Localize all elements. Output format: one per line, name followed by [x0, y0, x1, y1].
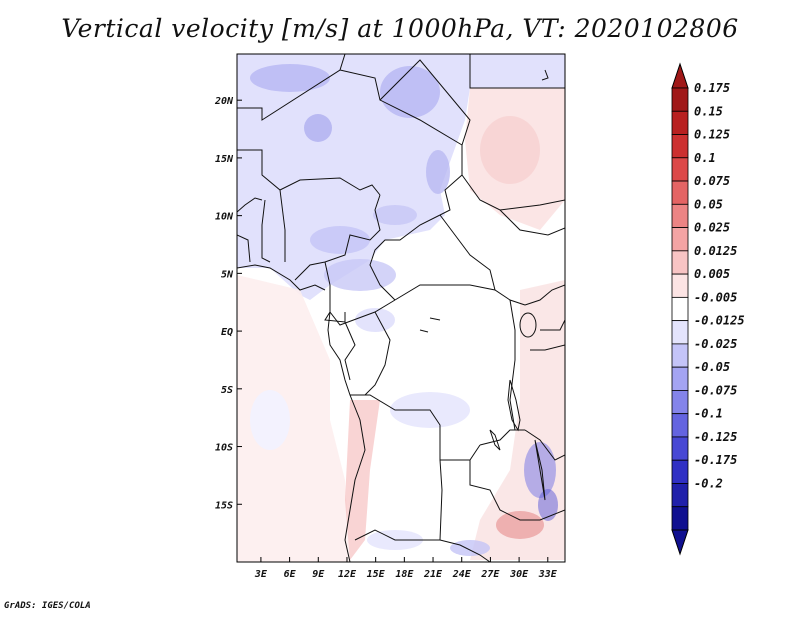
velocity-field — [237, 54, 565, 562]
lakes — [419, 69, 549, 501]
lon-tick-label: 6E — [284, 569, 297, 580]
colorbar-box — [671, 320, 689, 345]
colorbar-label: 0.05 — [694, 197, 723, 211]
colorbar-box — [671, 110, 689, 135]
lat-tick-label: 15S — [215, 500, 233, 511]
longitude-axis: 3E 6E 9E 12E 15E 18E 21E 24E 27E 30E 33E — [254, 557, 558, 580]
colorbar-box — [671, 483, 689, 508]
grads-credit: GrADS: IGES/COLA — [4, 601, 91, 611]
colorbar-label: 0.15 — [694, 104, 723, 118]
lat-tick-label: 10S — [215, 443, 233, 454]
colorbar-box — [671, 157, 689, 182]
country-boundaries — [237, 54, 565, 562]
colorbar-box — [671, 459, 689, 484]
colorbar-box — [671, 227, 689, 252]
colorbar-bottom-arrow — [671, 529, 689, 556]
colorbar-box — [671, 273, 689, 298]
colorbar-label: -0.175 — [694, 453, 737, 467]
colorbar-box — [671, 506, 689, 531]
lon-tick-label: 21E — [423, 569, 443, 580]
lat-tick-label: 20N — [214, 96, 234, 107]
lon-tick-label: 15E — [367, 569, 386, 580]
lat-tick-label: 10N — [215, 212, 234, 223]
colorbar-label: -0.2 — [694, 476, 723, 490]
colorbar-box — [671, 296, 689, 322]
colorbar-box — [671, 413, 689, 438]
lon-tick-label: 30E — [509, 569, 529, 580]
colorbar: 0.175 0.15 0.125 0.1 0.075 0.05 0.025 0.0125 0.0… — [671, 62, 745, 556]
colorbar-label: -0.075 — [694, 383, 737, 397]
colorbar-box — [671, 87, 689, 112]
colorbar-label: -0.05 — [694, 360, 730, 374]
colorbar-label: 0.1 — [694, 151, 716, 165]
lon-tick-label: 27E — [480, 569, 500, 580]
colorbar-label: 0.175 — [694, 81, 730, 95]
colorbar-box — [671, 180, 689, 205]
colorbar-label: 0.005 — [694, 267, 730, 281]
colorbar-label: 0.0125 — [694, 244, 737, 258]
lat-tick-label: EQ — [221, 327, 233, 338]
colorbar-label: -0.125 — [694, 430, 737, 444]
colorbar-label: -0.1 — [694, 407, 723, 421]
colorbar-box — [671, 343, 689, 368]
lon-tick-label: 12E — [338, 569, 357, 580]
lat-tick-label: 5S — [221, 385, 233, 396]
colorbar-label: 0.075 — [694, 174, 730, 188]
lon-tick-label: 18E — [395, 569, 414, 580]
colorbar-box — [671, 250, 689, 275]
lon-tick-label: 3E — [254, 569, 268, 580]
colorbar-box — [671, 390, 689, 415]
lon-tick-label: 24E — [452, 569, 472, 580]
lat-tick-label: 5N — [221, 269, 234, 280]
lon-tick-label: 9E — [312, 569, 325, 580]
lat-tick-label: 15N — [215, 154, 234, 165]
colorbar-box — [671, 134, 689, 159]
colorbar-label: -0.025 — [694, 337, 737, 351]
colorbar-label: -0.005 — [694, 290, 737, 304]
colorbar-label: 0.025 — [694, 221, 730, 235]
chart-title: Vertical velocity [m/s] at 1000hPa, VT: … — [61, 14, 739, 43]
colorbar-box — [671, 366, 689, 391]
colorbar-box — [671, 203, 689, 228]
map-frame — [236, 53, 566, 563]
colorbar-top-arrow — [671, 62, 689, 89]
latitude-axis: 20N 15N 10N 5N EQ 5S 10S 15S — [214, 96, 242, 511]
colorbar-box — [671, 436, 689, 461]
colorbar-label: 0.125 — [694, 128, 730, 142]
lon-tick-label: 33E — [538, 569, 558, 580]
colorbar-label: -0.0125 — [694, 314, 745, 328]
